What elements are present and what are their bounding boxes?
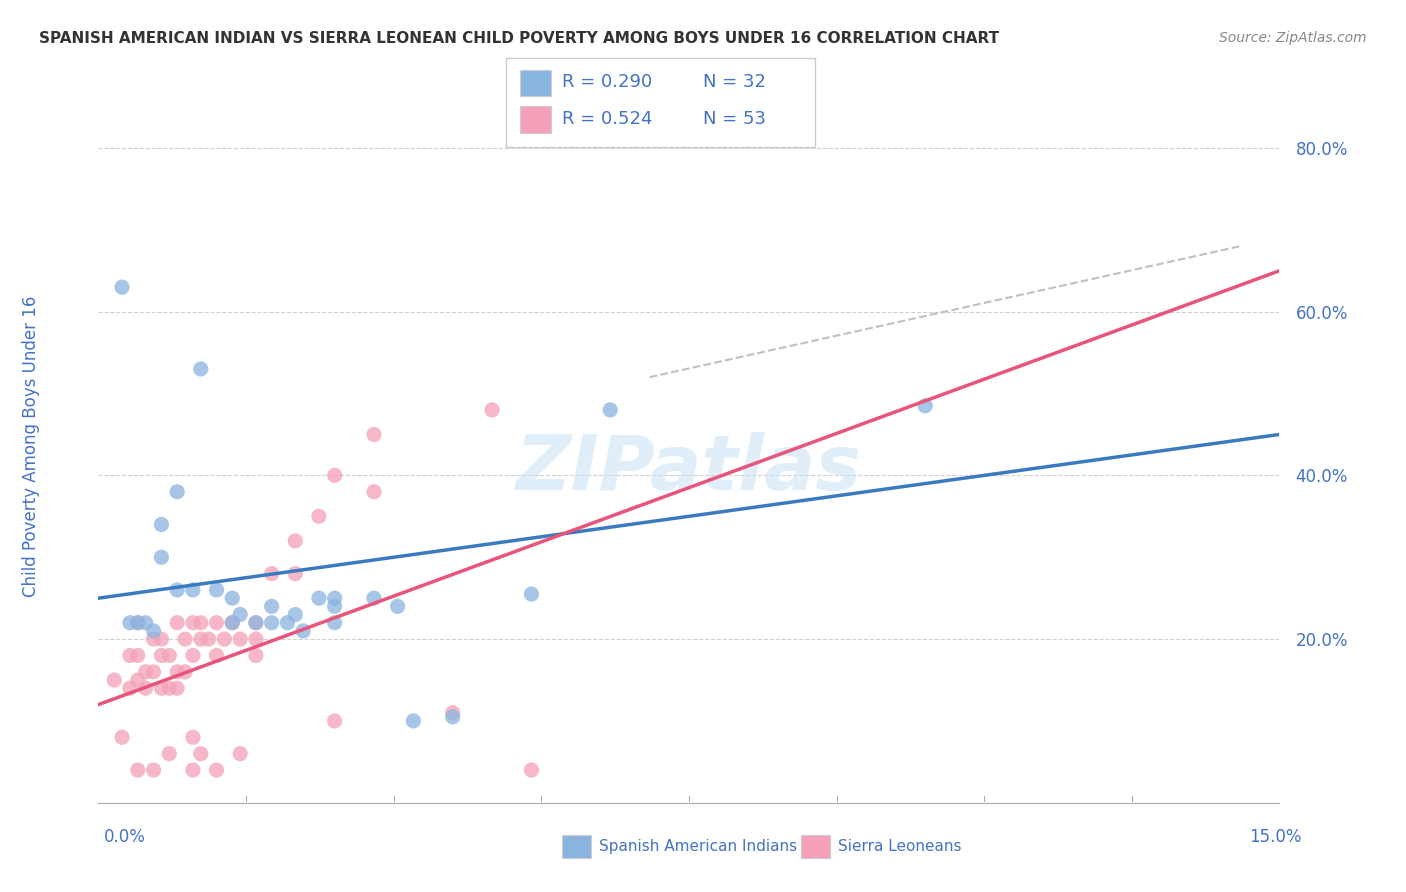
Point bbox=[205, 615, 228, 630]
Point bbox=[308, 591, 330, 606]
Point bbox=[323, 468, 346, 483]
Text: ZIPatlas: ZIPatlas bbox=[516, 432, 862, 506]
Point bbox=[245, 615, 267, 630]
Point bbox=[150, 648, 173, 663]
Text: N = 53: N = 53 bbox=[703, 110, 766, 128]
Text: 15.0%: 15.0% bbox=[1250, 828, 1302, 846]
Point bbox=[174, 632, 197, 646]
Point bbox=[245, 632, 267, 646]
Point bbox=[245, 648, 267, 663]
Point bbox=[190, 632, 212, 646]
Point bbox=[127, 673, 149, 687]
Point bbox=[181, 763, 204, 777]
Point bbox=[118, 615, 141, 630]
Text: Source: ZipAtlas.com: Source: ZipAtlas.com bbox=[1219, 31, 1367, 45]
Point bbox=[221, 615, 243, 630]
Point bbox=[323, 599, 346, 614]
Point bbox=[150, 550, 173, 565]
Point bbox=[229, 632, 252, 646]
Point bbox=[135, 681, 157, 696]
Point bbox=[127, 615, 149, 630]
Text: R = 0.290: R = 0.290 bbox=[562, 73, 652, 91]
Point bbox=[118, 648, 141, 663]
Point bbox=[197, 632, 219, 646]
Point bbox=[181, 648, 204, 663]
Point bbox=[205, 582, 228, 597]
Point bbox=[221, 615, 243, 630]
Point bbox=[157, 648, 180, 663]
Point bbox=[166, 681, 188, 696]
Point bbox=[127, 615, 149, 630]
Point bbox=[441, 706, 464, 720]
Text: Sierra Leoneans: Sierra Leoneans bbox=[838, 839, 962, 854]
Text: R = 0.524: R = 0.524 bbox=[562, 110, 652, 128]
Point bbox=[323, 591, 346, 606]
Point bbox=[157, 681, 180, 696]
Point bbox=[205, 763, 228, 777]
Point bbox=[276, 615, 298, 630]
Point bbox=[363, 591, 385, 606]
Point bbox=[402, 714, 425, 728]
Point bbox=[150, 517, 173, 532]
Text: N = 32: N = 32 bbox=[703, 73, 766, 91]
Point bbox=[166, 615, 188, 630]
Point bbox=[142, 624, 165, 638]
Point bbox=[284, 533, 307, 548]
Point bbox=[441, 710, 464, 724]
Point bbox=[214, 632, 236, 646]
Point bbox=[284, 566, 307, 581]
Point bbox=[111, 731, 134, 745]
Point bbox=[363, 484, 385, 499]
Point bbox=[229, 747, 252, 761]
Point bbox=[260, 599, 283, 614]
Text: 0.0%: 0.0% bbox=[104, 828, 146, 846]
Point bbox=[174, 665, 197, 679]
Point bbox=[520, 763, 543, 777]
Point bbox=[914, 399, 936, 413]
Point bbox=[142, 632, 165, 646]
Point bbox=[166, 665, 188, 679]
Point bbox=[135, 615, 157, 630]
Point bbox=[111, 280, 134, 294]
Point bbox=[260, 615, 283, 630]
Point bbox=[166, 582, 188, 597]
Point bbox=[308, 509, 330, 524]
Point bbox=[520, 587, 543, 601]
Point bbox=[363, 427, 385, 442]
Point bbox=[181, 731, 204, 745]
Point bbox=[221, 591, 243, 606]
Point bbox=[190, 362, 212, 376]
Point bbox=[127, 648, 149, 663]
Point bbox=[150, 632, 173, 646]
Point bbox=[387, 599, 409, 614]
Point bbox=[323, 714, 346, 728]
Point bbox=[245, 615, 267, 630]
Point bbox=[190, 615, 212, 630]
Text: SPANISH AMERICAN INDIAN VS SIERRA LEONEAN CHILD POVERTY AMONG BOYS UNDER 16 CORR: SPANISH AMERICAN INDIAN VS SIERRA LEONEA… bbox=[39, 31, 1000, 46]
Text: Child Poverty Among Boys Under 16: Child Poverty Among Boys Under 16 bbox=[22, 295, 39, 597]
Point bbox=[142, 763, 165, 777]
Text: Spanish American Indians: Spanish American Indians bbox=[599, 839, 797, 854]
Point bbox=[323, 615, 346, 630]
Point bbox=[135, 665, 157, 679]
Point bbox=[284, 607, 307, 622]
Point bbox=[157, 747, 180, 761]
Point bbox=[181, 615, 204, 630]
Point bbox=[103, 673, 125, 687]
Point bbox=[181, 582, 204, 597]
Point bbox=[166, 484, 188, 499]
Point bbox=[142, 665, 165, 679]
Point bbox=[229, 607, 252, 622]
Point bbox=[205, 648, 228, 663]
Point bbox=[190, 747, 212, 761]
Point bbox=[118, 681, 141, 696]
Point bbox=[127, 763, 149, 777]
Point bbox=[481, 403, 503, 417]
Point bbox=[292, 624, 315, 638]
Point bbox=[599, 403, 621, 417]
Point bbox=[260, 566, 283, 581]
Point bbox=[150, 681, 173, 696]
